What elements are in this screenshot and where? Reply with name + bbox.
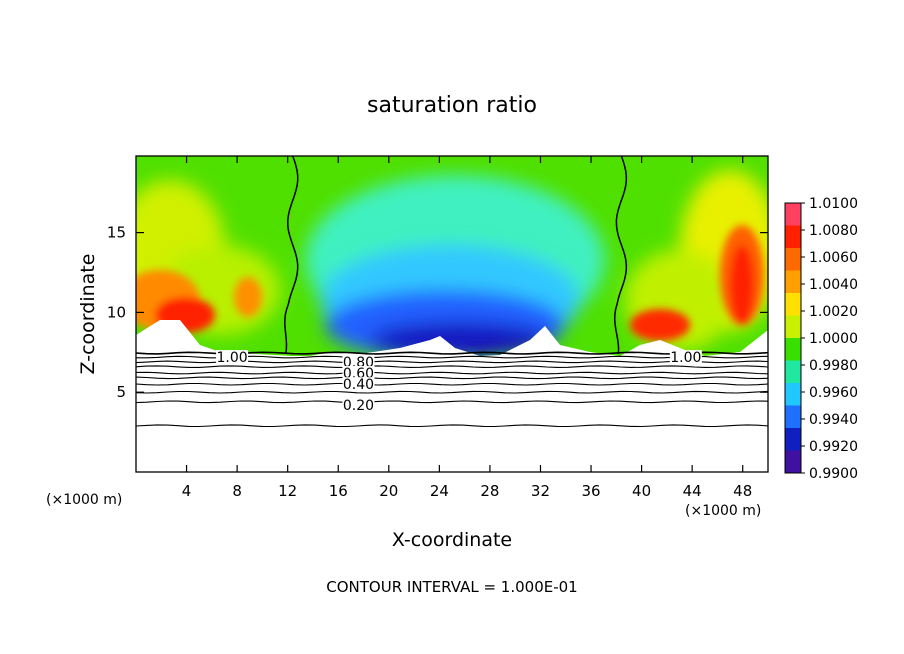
contour-interval-footer: CONTOUR INTERVAL = 1.000E-01: [326, 578, 577, 596]
contour-label-bg-1: [342, 354, 375, 368]
x-tick-label-9: 40: [632, 482, 651, 500]
contour-line-4: [135, 371, 769, 375]
chart-title: saturation ratio: [367, 93, 537, 118]
contour-boundary-left: [284, 155, 299, 355]
x-tick-label-8: 36: [581, 482, 600, 500]
x-unit-right: (×1000 m): [685, 503, 761, 519]
colorbar-label-5: 1.0000: [809, 331, 858, 347]
x-tick-label-6: 28: [480, 482, 499, 500]
heatmap-blob-right2-red: [630, 309, 690, 341]
x-unit-left: (×1000 m): [46, 492, 122, 508]
y-tick-label-1: 10: [107, 303, 126, 321]
heatmap-blob-left2-orange: [234, 277, 262, 317]
y-axis-ticks: 5 10 15: [107, 224, 768, 401]
y-tick-label-2: 15: [107, 224, 126, 242]
x-tick-label-1: 8: [232, 482, 242, 500]
contour-boundary-right: [613, 155, 628, 354]
contour-label-3: 0.40: [343, 377, 374, 393]
colorbar-label-2: 1.0060: [809, 250, 858, 266]
colorbar-swatch-10: [785, 428, 801, 451]
colorbar-label-8: 0.9940: [809, 412, 858, 428]
colorbar-swatch-7: [785, 360, 801, 384]
colorbar-swatch-9: [785, 405, 801, 429]
colorbar-swatch-8: [785, 383, 801, 406]
contour-label-5: 1.00: [670, 350, 701, 366]
colorbar-label-7: 0.9960: [809, 385, 858, 401]
heatmap-field: [136, 156, 768, 472]
contour-line-7: [135, 390, 769, 394]
x-tick-label-5: 24: [430, 482, 449, 500]
plot-frame: [135, 155, 769, 473]
x-axis-label: X-coordinate: [392, 529, 512, 551]
colorbar-swatch-0: [785, 203, 801, 226]
colorbar-label-6: 0.9980: [809, 358, 858, 374]
contour-label-bg-3: [342, 377, 375, 391]
contour-line-8: [135, 400, 769, 404]
contour-labels: 1.00 0.800.600.400.201.00: [216, 350, 702, 414]
contour-label-0: 1.00: [216, 350, 247, 366]
x-tick-label-2: 12: [278, 482, 297, 500]
contour-label-bg-2: [342, 366, 375, 380]
colorbar-label-1: 1.0080: [809, 223, 858, 239]
x-axis-ticks: 4 8 12 16 20 24 28 32 36 40 44 48: [182, 156, 752, 500]
contour-line-9: [135, 424, 769, 428]
contour-label-bg-0: [216, 350, 249, 364]
x-tick-label-4: 20: [379, 482, 398, 500]
contour-line-5: [135, 376, 769, 380]
contour-label-4: 0.20: [343, 398, 374, 414]
colorbar-swatch-2: [785, 248, 801, 271]
colorbar-swatch-6: [785, 338, 801, 361]
colorbar-label-9: 0.9920: [809, 439, 858, 455]
contour-label-bg-5: [669, 350, 702, 364]
colorbar-swatch-4: [785, 293, 801, 316]
contour-line-3: [135, 365, 769, 368]
contour-line-6: [135, 382, 769, 386]
y-axis-label: Z-coordinate: [77, 254, 99, 375]
x-tick-label-0: 4: [182, 482, 192, 500]
colorbar-swatch-3: [785, 270, 801, 294]
colorbar-label-4: 1.0020: [809, 304, 858, 320]
colorbar-label-3: 1.0040: [809, 277, 858, 293]
colorbar-swatch-5: [785, 315, 801, 339]
x-tick-label-11: 48: [733, 482, 752, 500]
contour-label-bg-4: [342, 397, 375, 411]
heatmap-blob-right-red: [730, 245, 754, 325]
colorbar-label-0: 1.0100: [809, 196, 858, 212]
colorbar-label-10: 0.9900: [809, 466, 858, 482]
x-tick-label-3: 16: [329, 482, 348, 500]
x-tick-label-10: 44: [683, 482, 702, 500]
x-tick-label-7: 32: [531, 482, 550, 500]
colorbar-swatch-1: [785, 225, 801, 249]
y-tick-label-0: 5: [116, 383, 126, 401]
colorbar-swatch-11: [785, 450, 801, 474]
colorbar: 1.0100 1.0080 1.0060 1.0040 1.0020 1.0000 0.99…: [784, 196, 858, 482]
